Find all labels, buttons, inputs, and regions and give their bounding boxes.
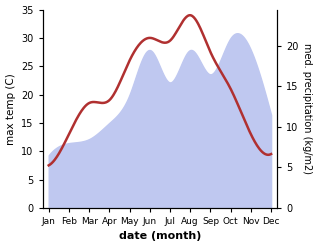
Y-axis label: max temp (C): max temp (C) xyxy=(5,73,16,144)
Y-axis label: med. precipitation (kg/m2): med. precipitation (kg/m2) xyxy=(302,43,313,174)
X-axis label: date (month): date (month) xyxy=(119,231,201,242)
